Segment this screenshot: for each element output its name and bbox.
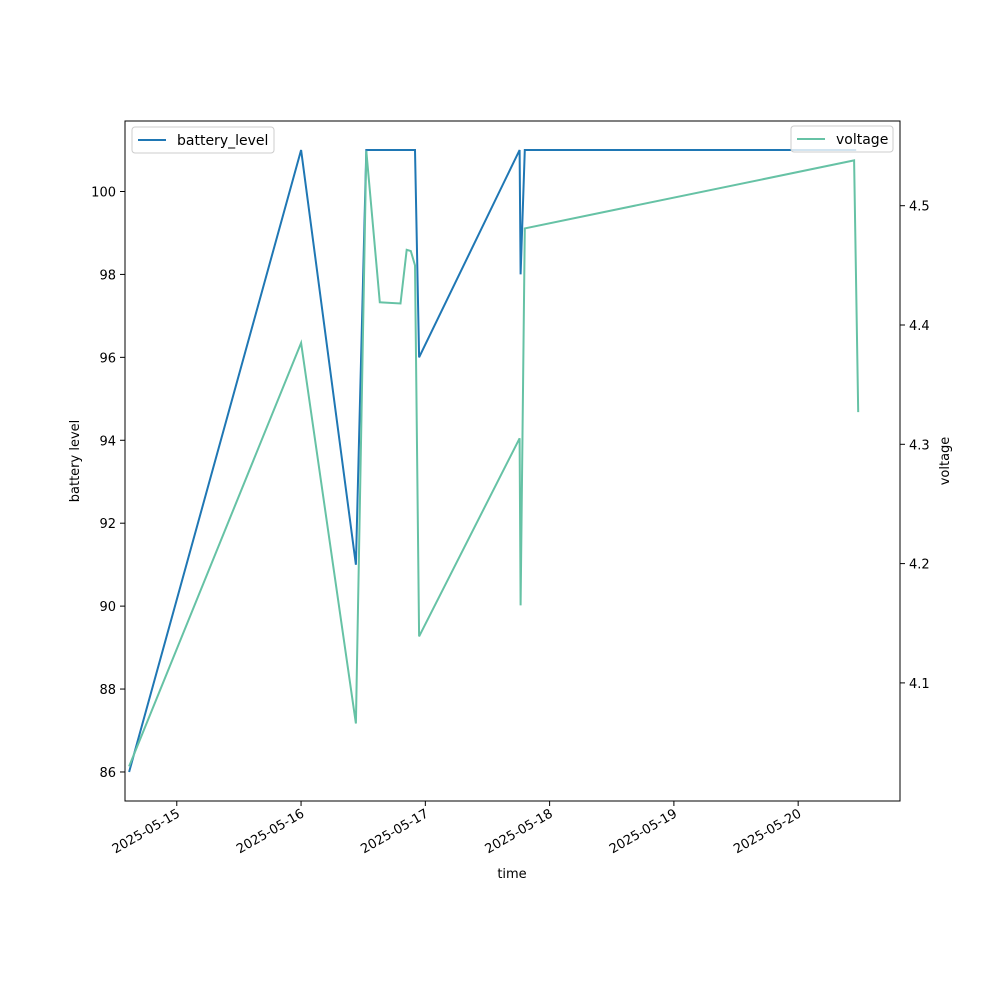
x-tick-label: 2025-05-16 <box>234 806 307 857</box>
y-tick-label-right: 4.2 <box>909 558 930 573</box>
series-line-voltage <box>128 150 860 767</box>
legend-entry-battery-level: battery_level <box>177 133 268 149</box>
x-axis-label: time <box>497 867 526 882</box>
plot-frame <box>124 120 901 802</box>
y-tick-label-left: 96 <box>99 351 116 366</box>
y-tick-label-right: 4.4 <box>909 319 930 334</box>
x-tick-label: 2025-05-19 <box>607 806 680 857</box>
y-tick-label-left: 98 <box>99 268 116 283</box>
y-tick-label-right: 4.1 <box>909 677 930 692</box>
series-line-battery-level <box>128 149 857 773</box>
y-tick-label-left: 90 <box>99 600 116 615</box>
y-axis-right: 4.1 4.2 4.3 4.4 4.5 <box>900 200 930 692</box>
legend-right-box <box>790 125 894 153</box>
y-axis-right-label: voltage <box>938 437 953 486</box>
y-tick-label-left: 100 <box>91 185 116 200</box>
legend-left: battery_level <box>131 126 275 154</box>
x-tick-label: 2025-05-20 <box>731 806 804 857</box>
x-tick-label: 2025-05-17 <box>358 806 431 857</box>
y-tick-label-left: 92 <box>99 517 116 532</box>
legend-right: voltage <box>790 125 894 153</box>
series-layer <box>128 149 860 773</box>
legend-entry-voltage: voltage <box>836 132 888 148</box>
x-tick-label: 2025-05-18 <box>483 806 556 857</box>
x-tick-label: 2025-05-15 <box>110 806 183 857</box>
y-axis-left: 86 88 90 92 94 96 98 100 <box>91 185 125 781</box>
y-tick-label-left: 86 <box>99 766 116 781</box>
legend-left-box <box>131 126 275 154</box>
y-tick-label-left: 88 <box>99 683 116 698</box>
y-tick-label-right: 4.5 <box>909 200 930 215</box>
y-tick-label-left: 94 <box>99 434 116 449</box>
y-axis-left-label: battery level <box>68 420 83 503</box>
x-axis: 2025-05-15 2025-05-16 2025-05-17 2025-05-18… <box>110 801 804 857</box>
y-tick-label-right: 4.3 <box>909 438 930 453</box>
